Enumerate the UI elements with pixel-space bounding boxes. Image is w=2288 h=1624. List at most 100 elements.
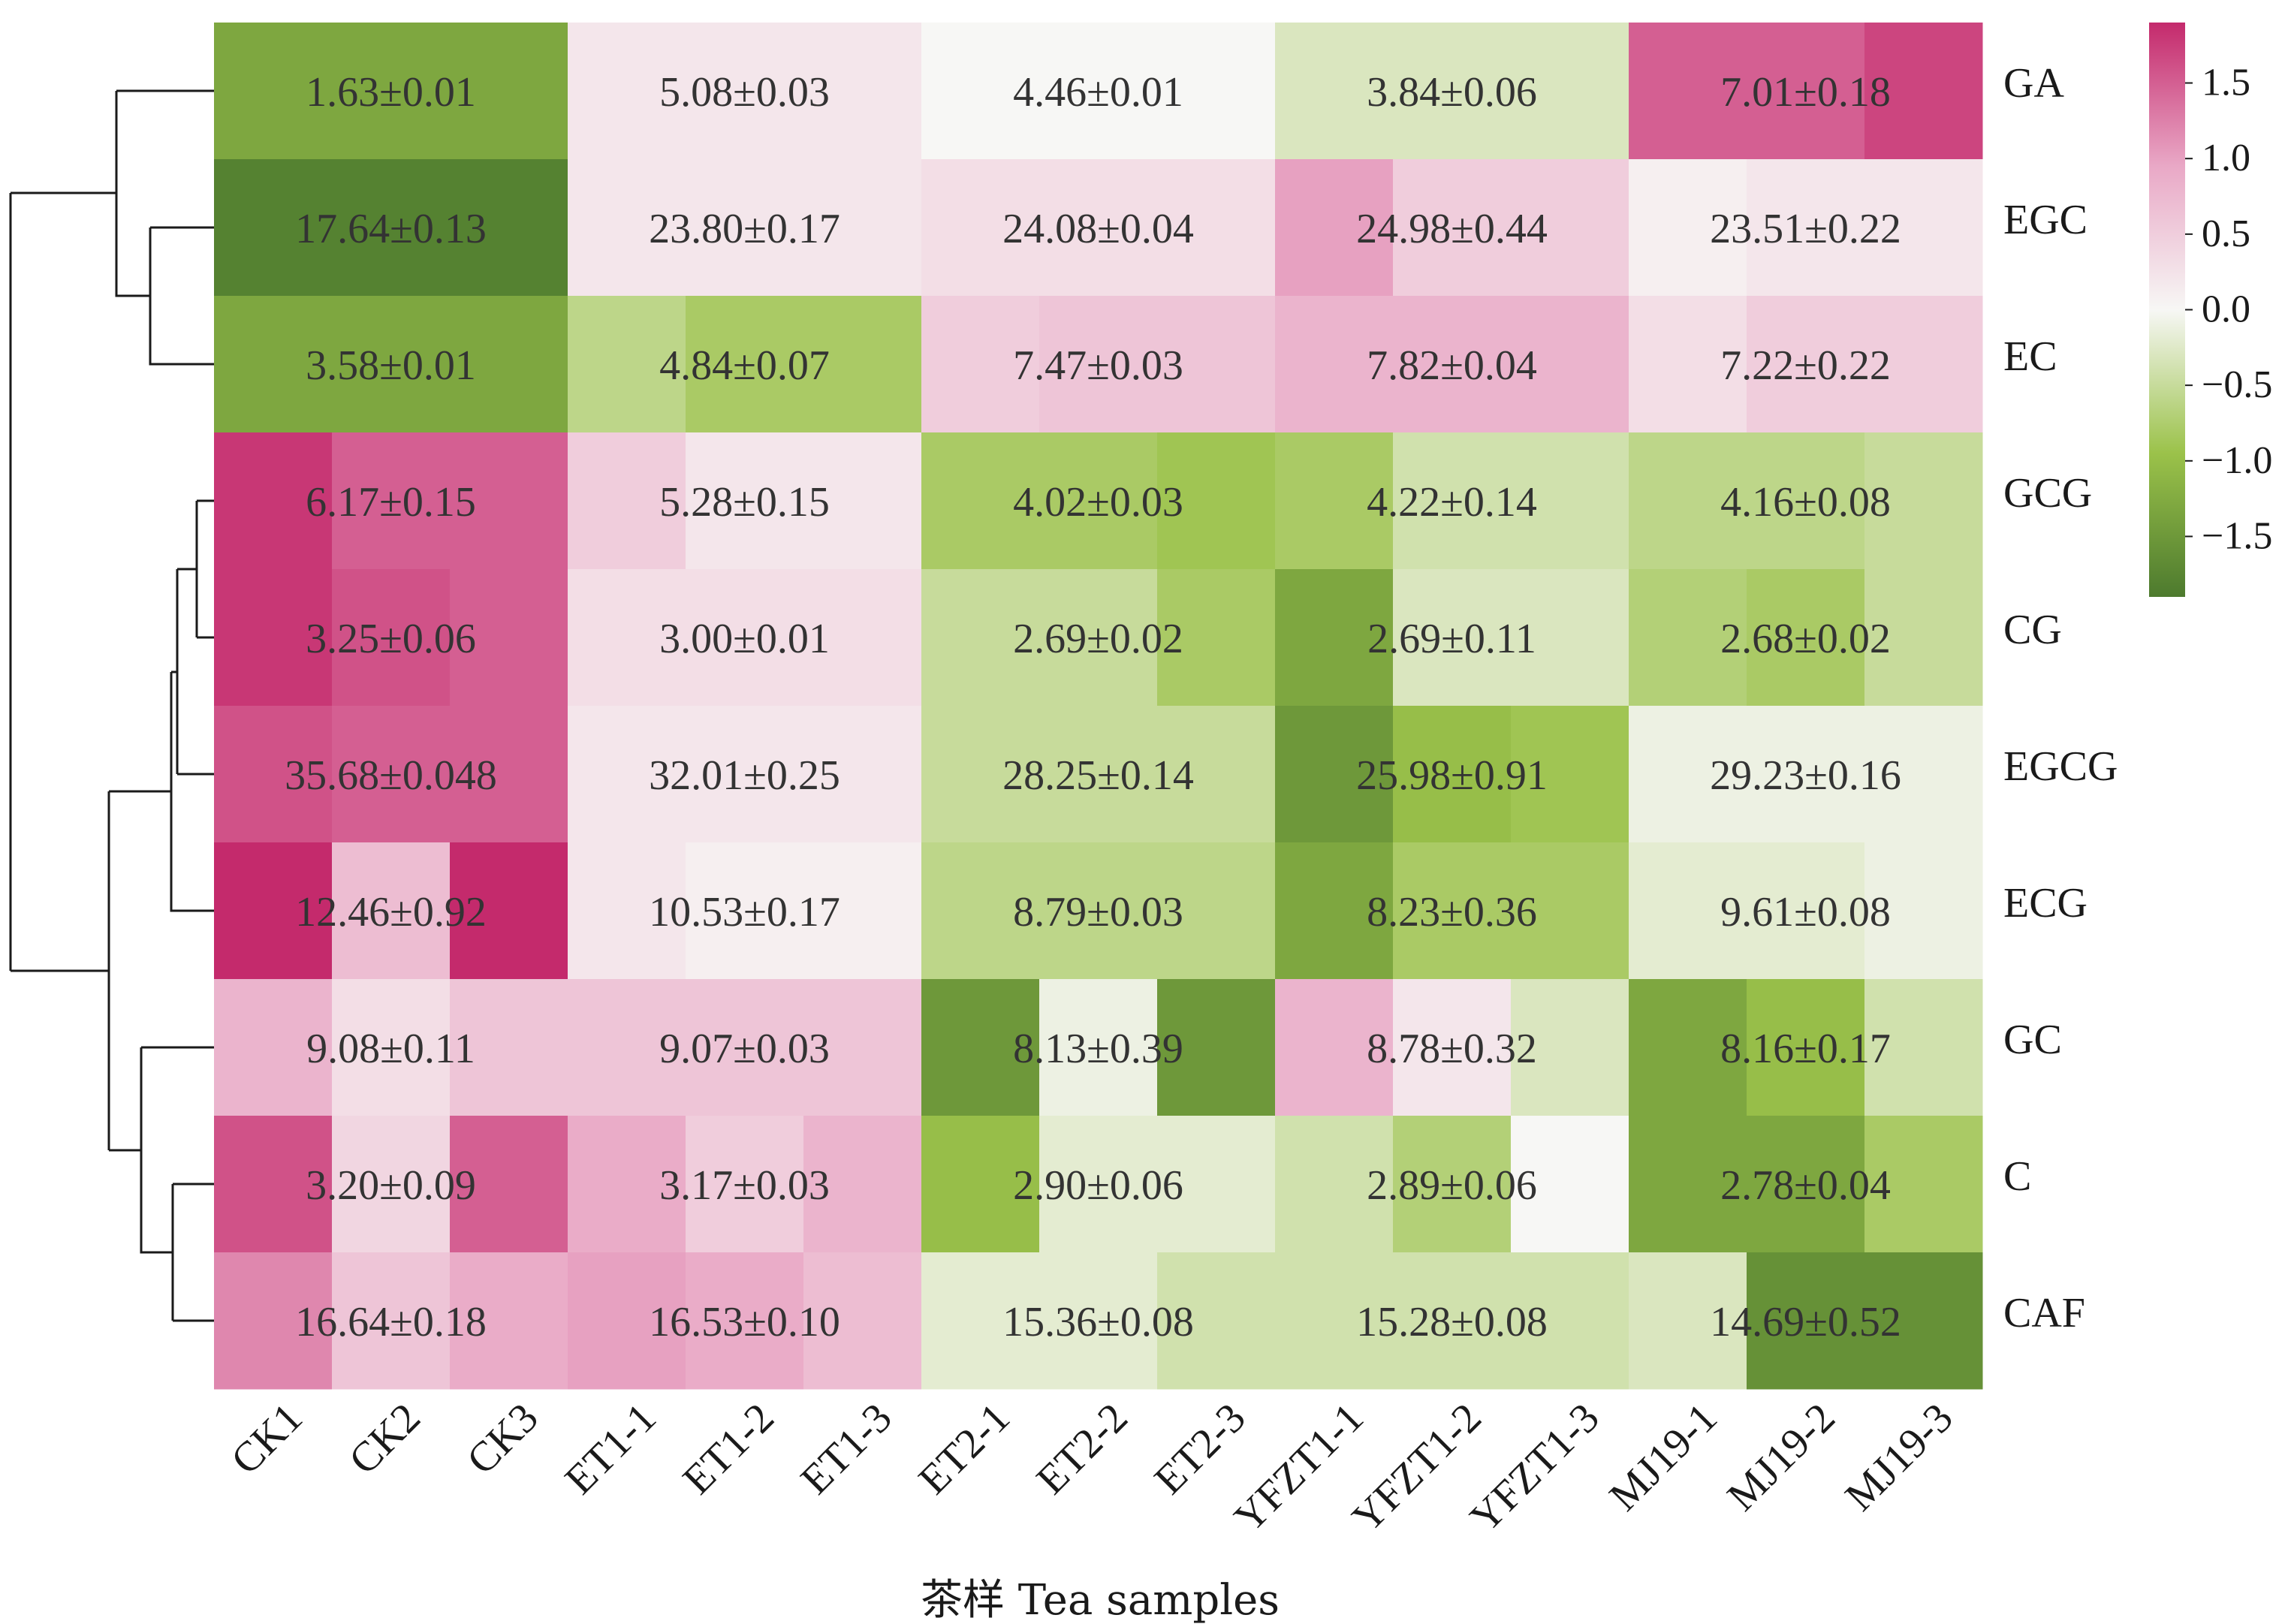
heatmap-cell-GC-ET1-2 [686,979,804,1116]
heatmap-cell-CG-ET1-1 [568,569,686,707]
heatmap-cell-GCG-CK3 [450,432,568,570]
heatmap-cell-GC-CK3 [450,979,568,1116]
column-label-CK2: CK2 [340,1394,430,1484]
heatmap-cell-ECG-MJ19-3 [1864,842,1983,980]
heatmap-cell-CG-MJ19-1 [1629,569,1747,707]
heatmap-cell-C-MJ19-2 [1747,1116,1865,1253]
column-label-MJ19-3: MJ19-3 [1837,1394,1962,1520]
heatmap-cell-GA-CK1 [214,23,333,160]
heatmap-cell-C-MJ19-3 [1864,1116,1983,1253]
cell-label-C-CK: 3.20±0.09 [306,1162,476,1209]
heatmap-cell-CAF-ET2-3 [1157,1252,1276,1390]
dendro-link-gc [140,1046,214,1254]
heatmap-cell-GCG-MJ19-2 [1747,432,1865,570]
cell-label-CAF-CK: 16.64±0.18 [295,1299,487,1345]
cell-label-CG-YFZT1: 2.69±0.11 [1367,616,1536,662]
heatmap-cell-GCG-ET2-3 [1157,432,1276,570]
heatmap-cell-ECG-MJ19-2 [1747,842,1865,980]
heatmap-cell-GCG-ET1-1 [568,432,686,570]
heatmap-cell-GA-ET2-1 [921,23,1040,160]
row-label-GC: GC [2003,1017,2062,1063]
heatmap-cell-GA-YFZT1-1 [1275,23,1394,160]
cell-label-GCG-MJ19: 4.16±0.08 [1720,479,1891,526]
heatmap-cell-GC-ET1-3 [803,979,922,1116]
colorbar-tick-label: 1.0 [2202,137,2250,179]
column-label-ET1-1: ET1-1 [556,1394,665,1503]
heatmap-cell-EGCG-ET1-2 [686,706,804,843]
heatmap-cell-EGC-ET2-1 [921,159,1040,297]
heatmap-cell-ECG-CK2 [332,842,451,980]
cell-label-GC-ET1: 9.07±0.03 [659,1026,830,1072]
row-label-EGC: EGC [2003,197,2088,243]
heatmap-cell-C-ET2-1 [921,1116,1040,1253]
cell-label-C-ET1: 3.17±0.03 [659,1162,830,1209]
heatmap-cell-EC-ET1-1 [568,296,686,433]
heatmap-cell-C-CK3 [450,1116,568,1253]
column-label-CK1: CK1 [222,1394,312,1484]
heatmap-cell-EGC-MJ19-1 [1629,159,1747,297]
heatmap-cell-C-ET2-2 [1039,1116,1158,1253]
heatmap-cell-EC-YFZT1-3 [1511,296,1629,433]
column-labels: CK1 CK2 CK3 ET1-1 ET1-2 ET1-3 ET2-1 ET2-2 ET2-3Y… [222,1394,1962,1541]
heatmap-cell-C-CK2 [332,1116,451,1253]
column-label-ET2-2: ET2-2 [1028,1394,1137,1503]
heatmap-cell-EGC-YFZT1-3 [1511,159,1629,297]
heatmap-cell-EGCG-MJ19-2 [1747,706,1865,843]
heatmap-cell-ECG-YFZT1-2 [1393,842,1512,980]
heatmap-cell-EC-YFZT1-2 [1393,296,1512,433]
heatmap-cell-ECG-ET2-3 [1157,842,1276,980]
dendro-link-c-caf [171,1183,214,1322]
heatmap-cell-EC-CK3 [450,296,568,433]
heatmap-cell-CG-YFZT1-1 [1275,569,1394,707]
dendro-link-ga [115,89,214,297]
cell-label-GCG-ET1: 5.28±0.15 [659,479,830,526]
dendro-link-egc-ec [149,226,214,366]
heatmap-cell-CG-ET1-2 [686,569,804,707]
heatmap-cell-ECG-ET2-1 [921,842,1040,980]
heatmap-cell-CG-CK3 [450,569,568,707]
heatmap-cell-GA-MJ19-3 [1864,23,1983,160]
heatmap-cell-GA-MJ19-2 [1747,23,1865,160]
cell-label-CG-ET1: 3.00±0.01 [659,616,830,662]
heatmap-cell-C-MJ19-1 [1629,1116,1747,1253]
cell-label-ECG-ET1: 10.53±0.17 [649,889,840,936]
cell-label-C-YFZT1: 2.89±0.06 [1367,1162,1537,1209]
heatmap-cell-C-YFZT1-3 [1511,1116,1629,1253]
heatmap-cell-GC-YFZT1-3 [1511,979,1629,1116]
heatmap-cell-ECG-CK3 [450,842,568,980]
heatmap-cell-EGCG-MJ19-3 [1864,706,1983,843]
colorbar-tick-label: −1.5 [2202,514,2272,557]
heatmap-cell-EGCG-ET2-3 [1157,706,1276,843]
heatmap-cell-CAF-ET1-3 [803,1252,922,1390]
heatmap-cell-CAF-ET1-1 [568,1252,686,1390]
heatmap-cell-C-ET1-3 [803,1116,922,1253]
heatmap-cell-GA-YFZT1-3 [1511,23,1629,160]
colorbar-tick-label: 0.0 [2202,288,2250,331]
cell-label-GA-ET2: 4.46±0.01 [1013,69,1183,116]
heatmap-cell-CAF-CK3 [450,1252,568,1390]
heatmap-cell-C-ET1-2 [686,1116,804,1253]
heatmap-cell-ECG-ET1-1 [568,842,686,980]
cell-label-EGCG-ET2: 28.25±0.14 [1002,752,1194,799]
heatmap-cell-EC-ET2-1 [921,296,1040,433]
heatmap-cell-C-ET2-3 [1157,1116,1276,1253]
column-label-ET2-3: ET2-3 [1146,1394,1255,1503]
heatmap-cell-GCG-ET2-1 [921,432,1040,570]
cell-label-EGCG-MJ19: 29.23±0.16 [1710,752,1901,799]
heatmap-cell-EC-CK2 [332,296,451,433]
cell-label-GA-MJ19: 7.01±0.18 [1720,69,1891,116]
heatmap-cell-EC-ET1-3 [803,296,922,433]
heatmap-cell-GC-MJ19-2 [1747,979,1865,1116]
heatmap-cell-GA-ET2-3 [1157,23,1276,160]
heatmap-cell-EGC-ET1-1 [568,159,686,297]
colorbar: 1.5 1.0 0.5 0.0 −0.5 −1.0 −1.5 [2149,23,2272,597]
heatmap-cell-EGC-YFZT1-1 [1275,159,1394,297]
heatmap-cell-GCG-ET1-2 [686,432,804,570]
cell-label-EGC-YFZT1: 24.98±0.44 [1356,206,1548,252]
heatmap-cell-C-ET1-1 [568,1116,686,1253]
heatmap-cell-GCG-MJ19-1 [1629,432,1747,570]
heatmap-cell-EC-ET2-2 [1039,296,1158,433]
heatmap-cell-EC-CK1 [214,296,333,433]
cell-label-EGC-CK: 17.64±0.13 [295,206,487,252]
heatmap-cell-EGCG-ET1-1 [568,706,686,843]
